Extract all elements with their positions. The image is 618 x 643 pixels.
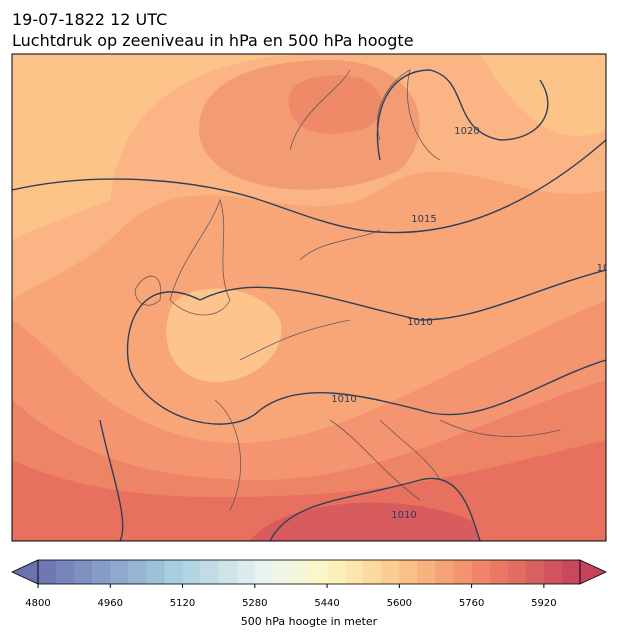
subtitle: Luchtdruk op zeeniveau in hPa en 500 hPa… xyxy=(12,31,414,50)
colorbar-box xyxy=(254,560,274,584)
colorbar-box xyxy=(309,560,328,584)
colorbar-box xyxy=(435,560,454,584)
contour-label: 1020 xyxy=(454,126,479,137)
band xyxy=(480,54,606,137)
colorbar-tick-label: 4960 xyxy=(98,598,123,609)
colorbar-box xyxy=(525,560,545,584)
colorbar-box xyxy=(74,560,93,584)
colorbar-box xyxy=(489,560,509,584)
colorbar-tick-label: 4800 xyxy=(25,598,50,609)
colorbar-box xyxy=(471,560,490,584)
colorbar-tick-label: 5760 xyxy=(459,598,484,609)
colorbar-box xyxy=(56,560,75,584)
colorbar-extend xyxy=(579,559,607,585)
colorbar-box xyxy=(381,560,400,584)
colorbar-box xyxy=(453,560,472,584)
colorbar-box xyxy=(561,560,581,584)
colorbar-tick-label: 5120 xyxy=(170,598,195,609)
colorbar-box xyxy=(399,560,418,584)
colorbar-box xyxy=(507,560,527,584)
isobar xyxy=(126,269,606,425)
colorbar-box xyxy=(327,560,346,584)
colorbar-box xyxy=(38,560,57,584)
isobar xyxy=(376,69,549,161)
isobar xyxy=(269,477,481,541)
contour-label: 10 xyxy=(597,263,610,274)
colorbar-box xyxy=(128,560,147,584)
colorbar-tick-label: 5440 xyxy=(314,598,339,609)
colorbar: 4800 4960 5120 5280 5440 5600 5760 5920 xyxy=(11,559,607,609)
colorbar-box xyxy=(200,560,219,584)
contour-label: 1010 xyxy=(391,510,416,521)
isobar xyxy=(12,139,606,234)
band xyxy=(250,502,480,541)
colorbar-box xyxy=(182,560,201,584)
isobar xyxy=(99,419,124,541)
colorbar-box xyxy=(110,560,129,584)
colorbar-box xyxy=(146,560,165,584)
colorbar-box xyxy=(417,560,436,584)
colorbar-tick-label: 5920 xyxy=(531,598,556,609)
band xyxy=(12,54,300,240)
colorbar-box xyxy=(272,560,292,584)
colorbar-box xyxy=(290,560,310,584)
title: 19-07-1822 12 UTC xyxy=(12,10,167,29)
colorbar-box xyxy=(363,560,382,584)
colorbar-box xyxy=(236,560,256,584)
colorbar-tick-label: 5600 xyxy=(387,598,412,609)
colorbar-box xyxy=(218,560,238,584)
colorbar-box xyxy=(164,560,183,584)
coastline xyxy=(134,69,561,511)
colorbar-box xyxy=(543,560,563,584)
colorbar-box xyxy=(345,560,364,584)
contour-label: 1010 xyxy=(407,317,432,328)
map-frame xyxy=(11,53,607,542)
colorbar-frame xyxy=(37,559,581,585)
contour-label: 1015 xyxy=(411,214,436,225)
band xyxy=(288,75,383,134)
contour-label: 1010 xyxy=(331,394,356,405)
colorbar-label: 500 hPa hoogte in meter xyxy=(241,615,378,628)
colorbar-box xyxy=(92,560,111,584)
colorbar-extend xyxy=(11,559,39,585)
band xyxy=(166,288,282,382)
colorbar-tick-label: 5280 xyxy=(242,598,267,609)
map: 1020 1015 1010 1010 1010 10 xyxy=(12,54,610,541)
